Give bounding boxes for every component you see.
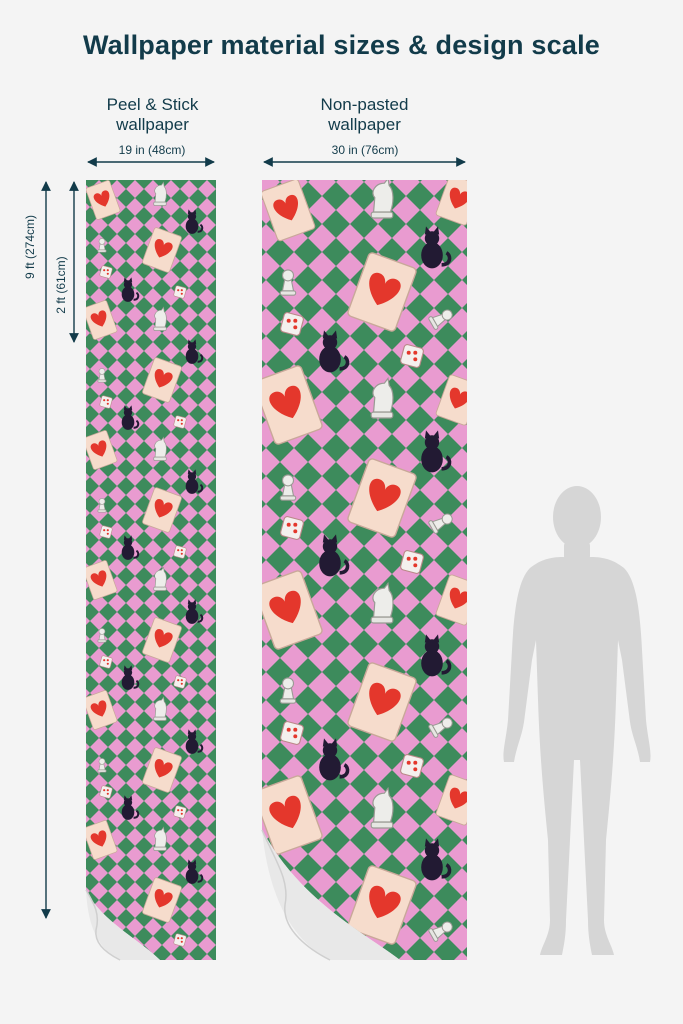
nonpasted-label-line2: wallpaper bbox=[328, 115, 401, 134]
peel-width-label: 19 in (48cm) bbox=[118, 143, 186, 157]
peel-stick-label-line1: Peel & Stick bbox=[106, 95, 199, 114]
peel-curl bbox=[86, 890, 160, 960]
nonpasted-label: Non-pasted wallpaper bbox=[282, 95, 447, 135]
peel-stick-label: Peel & Stick wallpaper bbox=[70, 95, 235, 135]
nonpasted-panel bbox=[262, 180, 467, 960]
human-figure-icon bbox=[503, 486, 651, 955]
peel-stick-panel bbox=[86, 180, 216, 960]
nonpasted-label-line1: Non-pasted bbox=[320, 95, 409, 114]
page-title: Wallpaper material sizes & design scale bbox=[82, 30, 601, 60]
peel-stick-label-line2: wallpaper bbox=[116, 115, 189, 134]
nonpasted-width-label: 30 in (76cm) bbox=[331, 143, 399, 157]
nonpasted-curl bbox=[262, 830, 400, 960]
